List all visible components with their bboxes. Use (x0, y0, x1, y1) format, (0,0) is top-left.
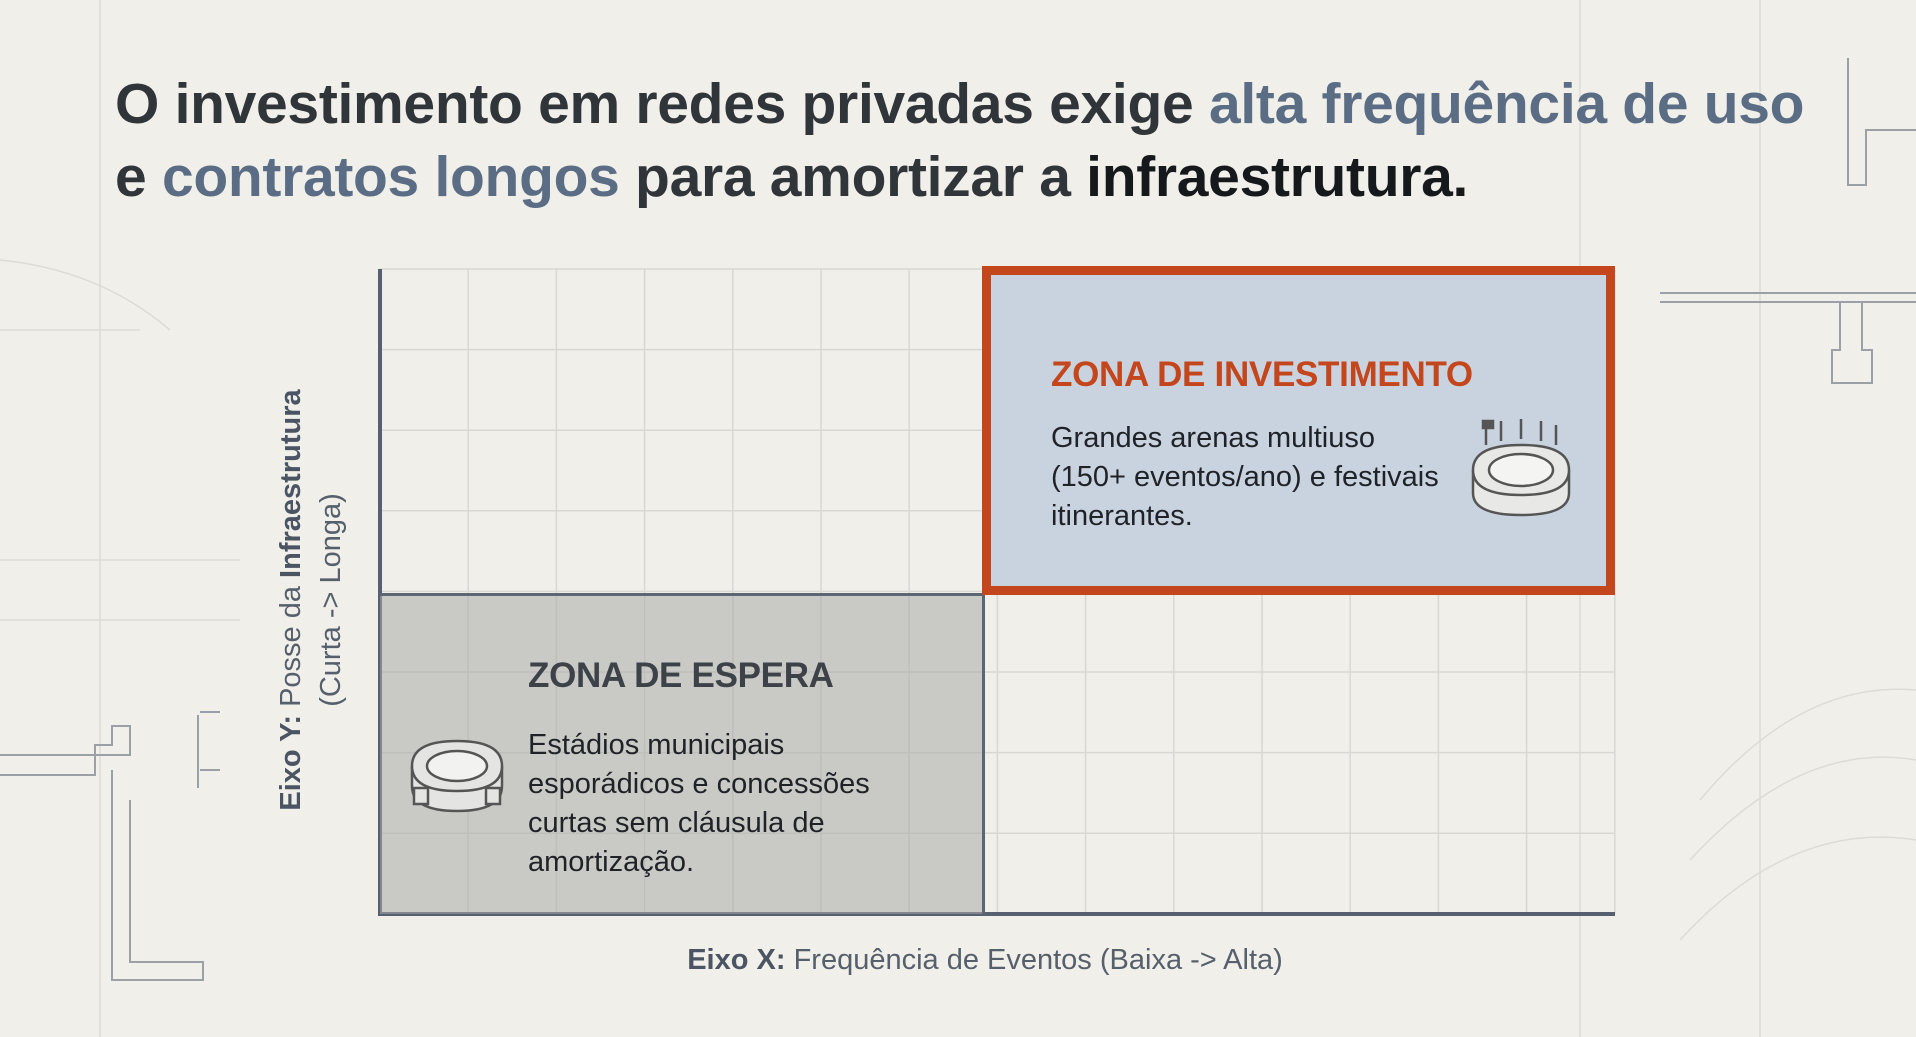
zone-description: Estádios municipais esporádicos e conces… (528, 729, 870, 878)
title: O investimento em redes privadas exige a… (115, 68, 1835, 214)
x-axis-label: Eixo X: Frequência de Eventos (Baixa -> … (687, 944, 1283, 977)
title-strong: infraestrutura. (1086, 145, 1469, 209)
axis-text: Frequência de Eventos (Baixa -> Alta) (793, 944, 1283, 976)
zone-title: ZONA DE INVESTIMENTO (1051, 355, 1473, 394)
axis-prefix: Eixo Y: (275, 714, 307, 811)
zone-description: Grandes arenas multiuso (150+ eventos/an… (1051, 422, 1439, 532)
axis-emphasis: Infraestrutura (275, 389, 307, 578)
stadium-icon (1471, 419, 1571, 517)
title-accent: contratos longos (161, 145, 620, 209)
y-axis-label: Eixo Y: Posse da Infraestrutura (Curta ->… (271, 389, 351, 810)
title-part: para amortizar a (635, 145, 1071, 209)
stadium-icon (410, 739, 504, 813)
zone-title: ZONA DE ESPERA (528, 656, 834, 695)
axis-range: (Curta -> Longa) (315, 493, 347, 707)
title-part: O investimento em redes privadas exige (115, 72, 1194, 136)
title-part: e (115, 145, 147, 209)
axis-prefix: Eixo X: (687, 944, 786, 976)
zone-box: ZONA DE ESPERA Estádios municipais espor… (380, 593, 985, 914)
zone-box: ZONA DE INVESTIMENTO Grandes arenas mult… (982, 266, 1615, 595)
title-accent: alta frequência de uso (1208, 72, 1805, 136)
axis-text: Posse da (275, 586, 307, 707)
